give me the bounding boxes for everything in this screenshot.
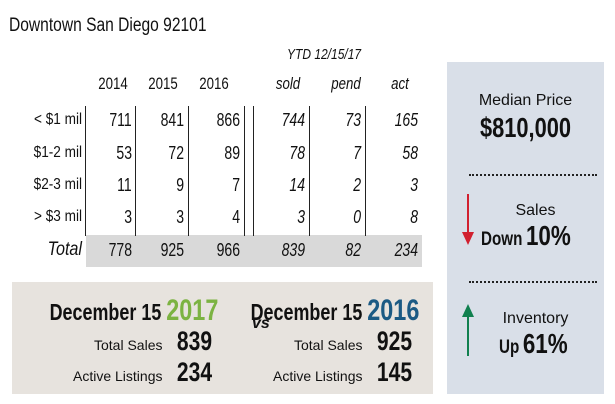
table-cell: 11 [117,175,132,195]
total-cell: 839 [281,240,305,260]
down-arrow-icon [462,194,474,245]
table-cell: 58 [402,143,418,163]
col-header-act: act [391,74,409,93]
right-active-listings-value: 145 [376,357,412,387]
column-divider [244,106,245,236]
column-divider [309,106,310,236]
column-divider [85,106,86,236]
comparison-panel: December 15 2017 vs December 15 2016 Tot… [12,282,433,394]
total-cell: 778 [108,240,132,260]
row-label: > $3 mil [34,208,82,225]
left-total-sales: Total Sales 839 [94,326,212,357]
left-heading: December 15 2017 [49,294,218,328]
up-arrow-icon [462,304,474,356]
table-cell: 2 [353,175,361,195]
vs-label: vs [252,315,270,332]
divider [469,174,597,176]
table-cell: 3 [124,207,132,227]
left-total-sales-value: 839 [176,326,212,356]
total-row-background [86,235,422,267]
total-cell: 925 [160,240,184,260]
ytd-label: YTD 12/15/17 [287,46,362,63]
total-cell: 82 [345,240,361,260]
left-date: December 15 [49,299,161,325]
left-active-listings-label: Active Listings [73,368,163,384]
column-divider [188,106,189,236]
total-cell: 234 [394,240,418,260]
column-divider [253,106,254,236]
total-row-label: Total [47,239,82,260]
table-cell: 7 [232,175,240,195]
column-divider [135,106,136,236]
sales-direction: Down [481,229,523,250]
table-cell: 4 [232,207,240,227]
inventory-change: 61% [522,328,568,359]
divider [469,281,597,283]
table-cell: 841 [160,110,184,130]
row-label: $1-2 mil [33,144,82,161]
table-cell: 72 [168,143,184,163]
median-price-value: $810,000 [479,112,572,143]
sales-change: 10% [525,220,571,251]
left-total-sales-label: Total Sales [94,337,163,353]
table-cell: 89 [224,143,240,163]
total-cell: 966 [216,240,240,260]
page-title: Downtown San Diego 92101 [9,15,207,36]
table-cell: 3 [176,207,184,227]
right-total-sales-label: Total Sales [294,337,363,353]
right-heading: December 15 2016 [250,294,419,328]
table-cell: 0 [353,207,361,227]
right-total-sales-value: 925 [376,326,412,356]
right-total-sales: Total Sales 925 [294,326,412,357]
table-cell: 165 [394,110,418,130]
left-active-listings: Active Listings 234 [73,357,212,388]
table-cell: 8 [410,207,418,227]
table-cell: 866 [216,110,240,130]
row-label: < $1 mil [34,111,82,128]
col-header-2014: 2014 [98,74,128,93]
table-cell: 744 [281,110,305,130]
col-header-pend: pend [331,74,361,93]
left-active-listings-value: 234 [176,357,212,387]
column-divider [365,106,366,236]
table-cell: 3 [297,207,305,227]
table-cell: 14 [289,175,305,195]
table-cell: 53 [116,143,132,163]
median-price-label: Median Price [478,92,573,109]
table-cell: 3 [410,175,418,195]
table-cell: 9 [176,175,184,195]
table-cell: 78 [289,143,305,163]
col-header-2015: 2015 [148,74,178,93]
table-cell: 73 [345,110,361,130]
inventory-direction: Up [499,337,520,358]
col-header-2016: 2016 [199,74,229,93]
right-date: December 15 [250,299,362,325]
left-year: 2017 [165,294,218,327]
table-cell: 7 [353,143,361,163]
summary-panel: Median Price $810,000 Sales Down 10% Inv… [447,62,604,394]
right-active-listings-label: Active Listings [273,368,363,384]
table-cell: 711 [109,110,132,130]
sales-label: Sales [515,202,556,219]
inventory-label: Inventory [502,310,569,327]
col-header-sold: sold [275,74,301,93]
row-label: $2-3 mil [33,176,82,193]
right-year: 2016 [366,294,419,327]
right-active-listings: Active Listings 145 [273,357,412,388]
